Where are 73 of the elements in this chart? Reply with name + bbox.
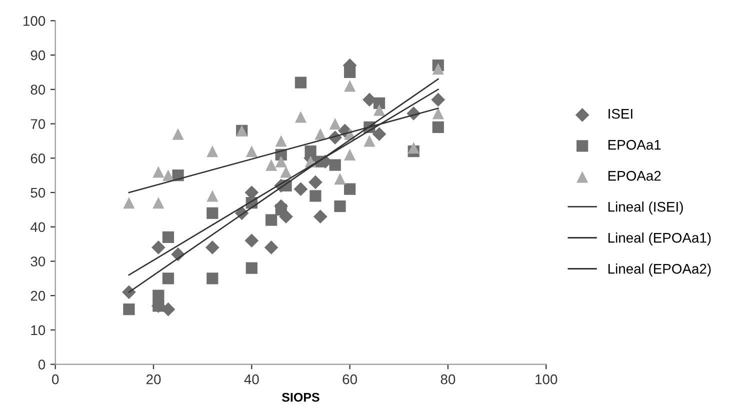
point [275, 156, 287, 168]
x-tick-label: 40 [244, 374, 259, 384]
point [122, 285, 136, 300]
point [304, 145, 316, 158]
point [265, 214, 278, 226]
point [152, 166, 164, 178]
point [432, 108, 444, 120]
point [206, 190, 218, 202]
legend-label: Lineal (ISEI) [608, 202, 683, 214]
y-tick-label: 50 [30, 188, 46, 198]
point [206, 272, 218, 284]
point [344, 183, 356, 195]
point [275, 135, 287, 147]
x-axis-title: SIOPS [282, 392, 320, 402]
point [308, 175, 322, 190]
point [344, 148, 356, 161]
point [364, 135, 376, 147]
x-tick-label: 20 [146, 374, 161, 384]
point [344, 80, 356, 92]
point [408, 142, 420, 154]
point [206, 145, 218, 158]
y-tick-label: 70 [30, 119, 46, 129]
point [205, 240, 220, 254]
legend-label: Lineal (EPOAa2) [608, 264, 711, 276]
y-tick-label: 40 [30, 222, 46, 232]
point [432, 121, 444, 134]
point [432, 62, 444, 75]
point [123, 197, 135, 209]
point [314, 128, 326, 140]
point [246, 262, 258, 274]
legend-label: ISEI [608, 108, 632, 119]
point [334, 200, 346, 212]
y-tick-label: 80 [30, 84, 46, 95]
point [431, 92, 446, 107]
point [162, 170, 174, 182]
y-tick-label: 60 [30, 153, 46, 164]
point [280, 166, 292, 178]
point [344, 66, 356, 78]
x-tick-label: 60 [342, 374, 357, 384]
y-tick-label: 100 [24, 16, 46, 26]
point [162, 272, 174, 284]
point [294, 76, 307, 88]
point [313, 210, 328, 224]
point [329, 159, 341, 171]
point [244, 234, 259, 248]
point [172, 128, 184, 140]
y-tick-label: 0 [38, 360, 46, 370]
point [294, 111, 307, 123]
point [372, 127, 386, 142]
point [264, 240, 278, 254]
legend-label: Lineal (EPOAa1) [608, 232, 711, 246]
point [162, 231, 174, 243]
x-tick-label: 100 [536, 374, 558, 384]
point [275, 204, 287, 216]
point [246, 145, 258, 158]
point [152, 197, 164, 209]
legend-label: EPOAa1 [608, 140, 661, 150]
point [329, 118, 341, 130]
point [206, 207, 218, 219]
x-tick-label: 0 [52, 374, 59, 384]
point [294, 182, 308, 196]
legend-label: EPOAa2 [608, 170, 661, 181]
y-tick-label: 90 [30, 50, 46, 60]
y-tick-label: 30 [30, 256, 46, 266]
y-tick-label: 20 [30, 290, 46, 301]
point [310, 190, 322, 202]
point [373, 104, 386, 116]
y-tick-label: 10 [31, 325, 46, 336]
point [151, 240, 166, 254]
point [265, 159, 278, 171]
x-tick-label: 80 [440, 374, 456, 384]
point [123, 304, 135, 316]
point [334, 172, 346, 185]
